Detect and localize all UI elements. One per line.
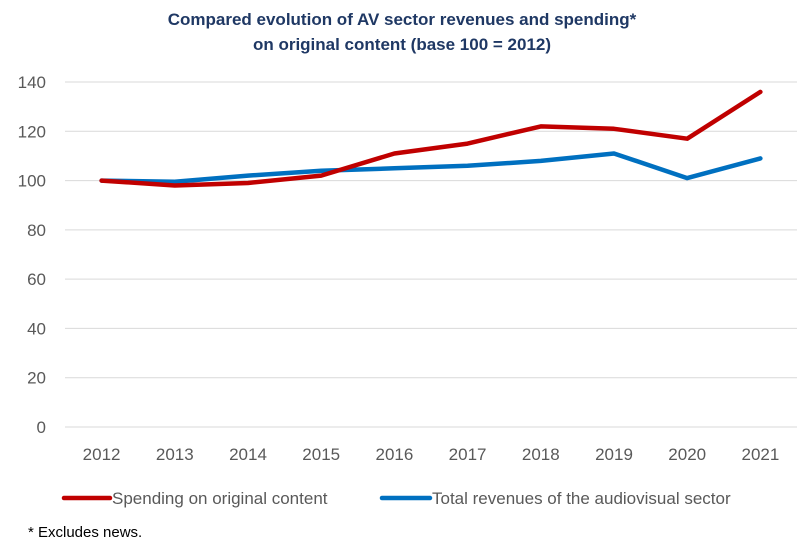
x-tick-label-2014: 2014 [229, 445, 267, 464]
x-tick-label-2018: 2018 [522, 445, 560, 464]
y-tick-label-140: 140 [18, 73, 46, 92]
y-tick-label-40: 40 [27, 319, 46, 338]
x-tick-label-2019: 2019 [595, 445, 633, 464]
y-tick-label-0: 0 [37, 418, 46, 437]
legend-label-total-revenues-of-the-audiovisual-sector: Total revenues of the audiovisual sector [432, 489, 731, 508]
y-tick-label-80: 80 [27, 221, 46, 240]
footnote: * Excludes news. [28, 524, 142, 541]
x-axis-ticks: 2012 2013 2014 2015 2016 2017 2018 2019 2020 2021 [83, 445, 780, 464]
x-tick-label-2015: 2015 [302, 445, 340, 464]
legend-label-spending-on-original-content: Spending on original content [112, 489, 328, 508]
series-line-total-revenues-of-the-audiovisual-sector [99, 151, 763, 185]
x-tick-label-2016: 2016 [375, 445, 413, 464]
y-tick-label-100: 100 [18, 172, 46, 191]
x-tick-label-2013: 2013 [156, 445, 194, 464]
series-lines [99, 89, 763, 188]
series-line-spending-on-original-content [99, 89, 763, 188]
y-axis-ticks: 0 20 40 60 80 100 120 140 [18, 73, 46, 437]
x-tick-label-2021: 2021 [741, 445, 779, 464]
legend: Spending on original content Total revenu… [61, 489, 731, 508]
x-tick-label-2020: 2020 [668, 445, 706, 464]
gridlines [65, 81, 797, 428]
chart-title: Compared evolution of AV sector revenues… [168, 10, 637, 29]
x-tick-label-2012: 2012 [83, 445, 121, 464]
chart-subtitle: on original content (base 100 = 2012) [253, 35, 551, 54]
y-tick-label-60: 60 [27, 270, 46, 289]
y-tick-label-20: 20 [27, 369, 46, 388]
y-tick-label-120: 120 [18, 122, 46, 141]
x-tick-label-2017: 2017 [449, 445, 487, 464]
